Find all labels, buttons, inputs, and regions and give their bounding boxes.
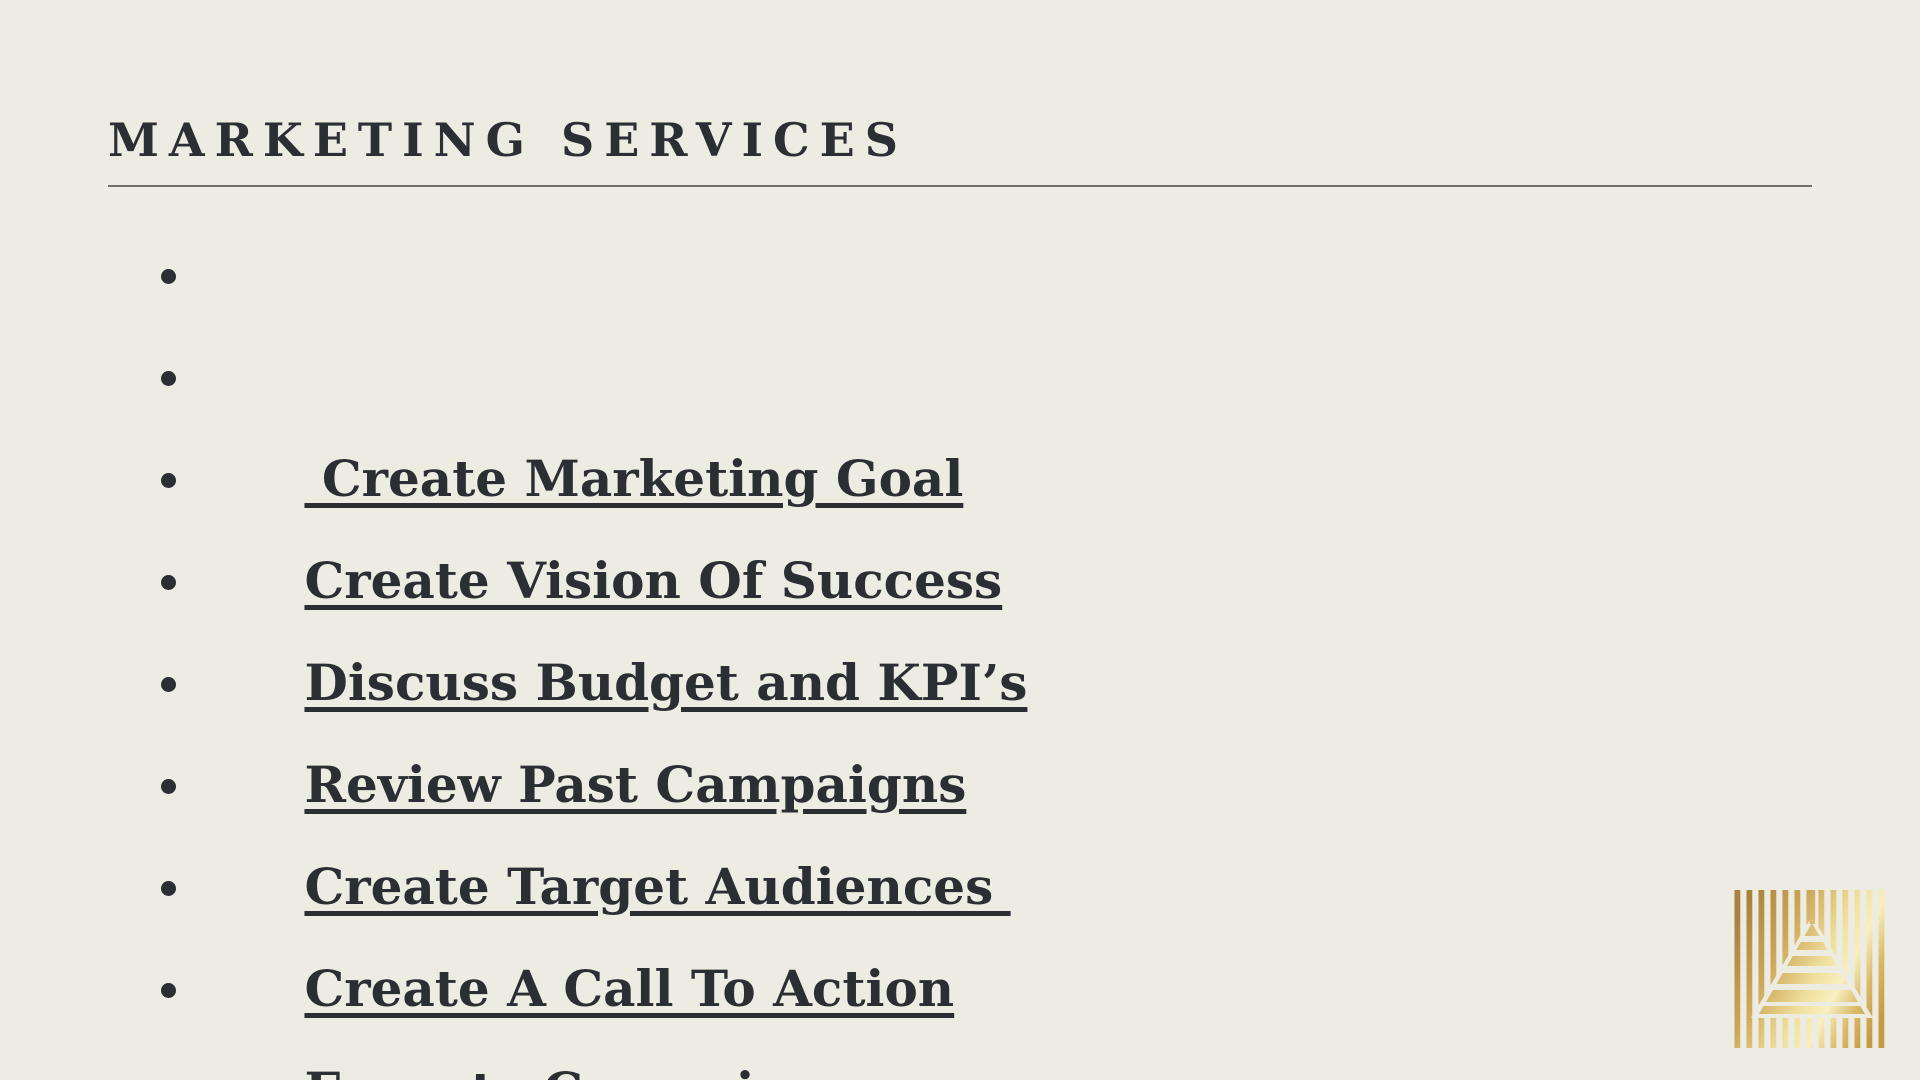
list-item-label[interactable]: Execute Campaign — [304, 1061, 826, 1080]
list-item: Create Target Audiences — [161, 632, 1081, 916]
bullet-icon — [161, 677, 176, 692]
list-item-label[interactable]: Create Marketing Goal — [304, 449, 964, 508]
bullet-icon — [161, 371, 176, 386]
bullet-icon — [161, 269, 176, 284]
brand-logo — [1731, 890, 1886, 1048]
bullet-icon — [161, 983, 176, 998]
bullet-icon — [161, 779, 176, 794]
list-item-label[interactable]: Create Target Audiences — [304, 857, 1011, 916]
list-item: Create Vision Of Success — [161, 326, 1081, 610]
list-item-label[interactable]: Create A Call To Action — [304, 959, 955, 1018]
gold-pyramid-icon — [1734, 890, 1885, 1048]
title-divider — [108, 185, 1812, 187]
list-item: Discuss Budget and KPI’s — [161, 428, 1081, 712]
list-item: Execute Campaign — [161, 836, 1081, 1080]
bullet-icon — [161, 473, 176, 488]
list-item-label[interactable]: Review Past Campaigns — [304, 755, 967, 814]
list-item: Create Marketing Goal — [161, 224, 1081, 508]
list-item: Review Past Campaigns — [161, 530, 1081, 814]
list-item-label[interactable]: Create Vision Of Success — [304, 551, 1003, 610]
services-list: Create Marketing Goal Create Vision Of S… — [161, 224, 1081, 1080]
bullet-icon — [161, 575, 176, 590]
bullet-icon — [161, 881, 176, 896]
page-title: MARKETING SERVICES — [108, 113, 908, 167]
list-item: Create A Call To Action — [161, 734, 1081, 1018]
list-item-label[interactable]: Discuss Budget and KPI’s — [304, 653, 1028, 712]
list-item: Tweak and Nurture Success — [161, 938, 1081, 1040]
